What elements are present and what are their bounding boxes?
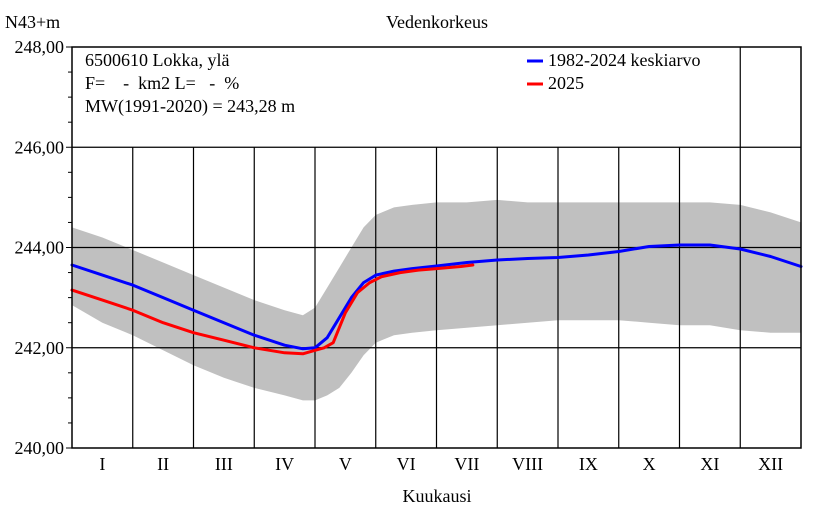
legend-label-current: 2025 [548, 73, 584, 93]
month-label: II [157, 454, 169, 474]
y-tick-label: 240,00 [15, 438, 65, 458]
month-label: X [643, 454, 656, 474]
y-tick-label: 248,00 [15, 37, 65, 57]
y-tick-label: 244,00 [15, 238, 65, 258]
month-label: IX [579, 454, 598, 474]
current-series-line [70, 263, 475, 356]
month-label: XI [700, 454, 719, 474]
y-tick-label: 242,00 [15, 338, 65, 358]
chart-title: Vedenkorkeus [386, 12, 488, 32]
mean-water-level: MW(1991-2020) = 243,28 m [85, 96, 295, 117]
month-label: III [215, 454, 233, 474]
month-label: VII [454, 454, 479, 474]
y-axis-label: N43+m [5, 12, 60, 32]
y-tick-label: 246,00 [15, 137, 65, 157]
month-label: VI [397, 454, 416, 474]
month-label: VIII [512, 454, 543, 474]
legend: 1982-2024 keskiarvo 2025 [527, 50, 700, 93]
info-box: 6500610 Lokka, ylä F= - km2 L= - % MW(19… [85, 50, 295, 117]
station-name: 6500610 Lokka, ylä [85, 50, 229, 70]
month-label: I [99, 454, 105, 474]
month-label: IV [275, 454, 294, 474]
legend-label-mean: 1982-2024 keskiarvo [548, 50, 700, 70]
x-axis-label: Kuukausi [403, 486, 472, 506]
area-info: F= - km2 L= - % [85, 73, 239, 93]
mean-series-line [70, 243, 803, 351]
month-label: XII [758, 454, 783, 474]
month-label: V [339, 454, 352, 474]
